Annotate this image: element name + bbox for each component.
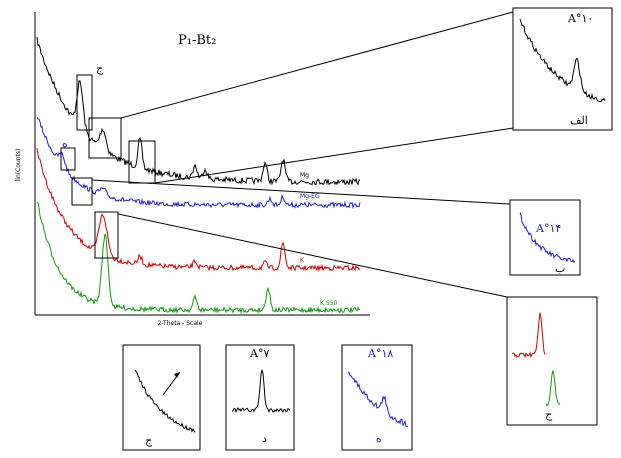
inset-label: د	[262, 432, 267, 445]
trace	[519, 212, 576, 264]
inset-label: ه	[376, 432, 382, 445]
connector	[91, 179, 511, 205]
inset-label: ج	[145, 434, 153, 447]
zoom-box	[60, 147, 76, 171]
trace	[545, 370, 561, 407]
zoom-box	[71, 177, 93, 206]
series-label: K 550	[320, 300, 337, 307]
series-label: Mg-EG	[300, 193, 320, 200]
inset	[509, 199, 581, 276]
arrow-head	[174, 372, 180, 378]
trace	[134, 369, 196, 433]
connectors	[91, 11, 514, 298]
inset-label: ب	[555, 262, 565, 275]
inset-spacing: A°١۴	[535, 222, 561, 235]
trace	[36, 148, 361, 272]
trace	[231, 368, 291, 414]
zoom-box	[76, 74, 93, 131]
connector	[154, 127, 514, 184]
trace	[511, 312, 546, 359]
inset-spacing: A°٧	[249, 347, 269, 360]
panel-mark: ه	[62, 137, 68, 150]
connector	[120, 11, 514, 119]
inset-spacing: A°١٠	[567, 12, 593, 25]
trace	[519, 18, 606, 103]
title: P₁-Bt₂	[178, 33, 216, 48]
trace	[347, 371, 409, 428]
inset-label: الف	[570, 114, 588, 127]
zoom-box	[88, 117, 122, 159]
trace	[36, 116, 361, 210]
series-label: Mg	[300, 172, 309, 179]
series-label: K	[300, 257, 305, 264]
inset	[506, 296, 598, 426]
traces	[36, 18, 606, 433]
inset	[122, 344, 201, 451]
zoom-box	[94, 211, 119, 259]
inset	[341, 344, 413, 451]
inset-spacing: A°١٨	[367, 347, 393, 360]
inset	[512, 7, 613, 131]
connector	[117, 213, 508, 298]
inset-label: ج	[545, 408, 553, 421]
y-axis-label: lin(Counts)	[15, 149, 22, 182]
trace	[36, 201, 361, 315]
trace	[36, 36, 361, 186]
panel-mark: ج	[96, 62, 104, 75]
x-axis-label: 2-Theta - Scale	[158, 320, 203, 327]
inset	[225, 344, 295, 451]
